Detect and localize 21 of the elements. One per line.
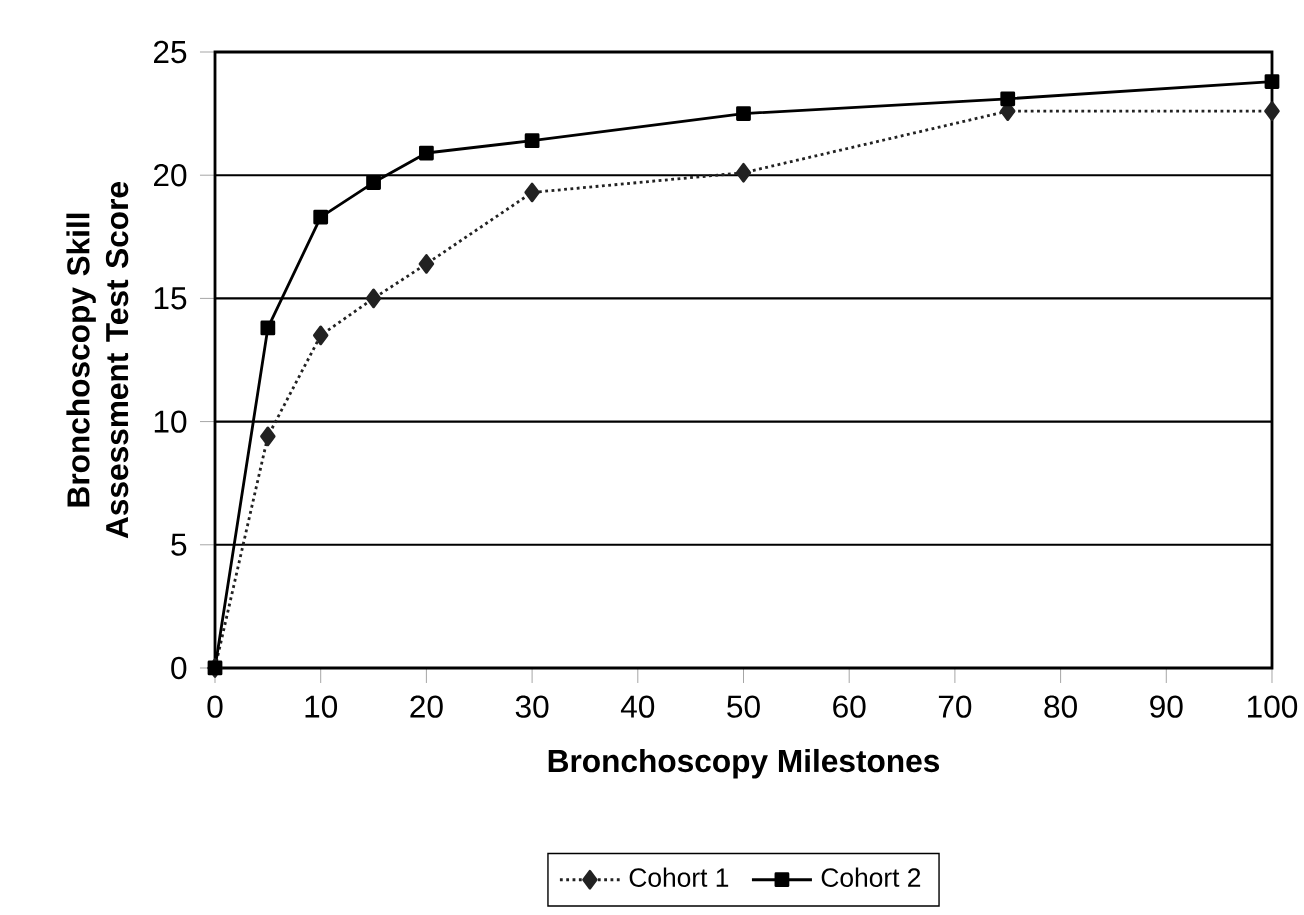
legend-label: Cohort 2: [821, 867, 921, 887]
legend-label: Cohort 1: [629, 867, 729, 887]
x-tick-label: 30: [515, 695, 549, 718]
x-tick-label: 0: [207, 695, 223, 718]
x-tick-label: 20: [410, 695, 443, 718]
y-tick-label: 25: [154, 40, 187, 64]
x-tick-label: 70: [938, 695, 972, 718]
y-tick-label: 15: [154, 287, 187, 310]
y-tick-label: 20: [154, 163, 187, 187]
x-tick-label: 90: [1150, 695, 1183, 718]
x-tick-label: 40: [620, 695, 655, 718]
y-tick-label: 10: [154, 410, 187, 433]
x-axis-title: Bronchoscopy Milestones: [548, 748, 940, 779]
y-tick-label: 5: [171, 533, 187, 556]
y-tick-label: 0: [171, 656, 187, 680]
y-axis-title: Bronchoscopy Skill Assessment Test Score: [66, 182, 129, 539]
x-tick-label: 80: [1044, 695, 1077, 718]
x-tick-label: 50: [727, 695, 760, 718]
x-tick-label: 60: [833, 695, 866, 718]
x-tick-label: 100: [1248, 695, 1298, 718]
x-tick-label: 10: [305, 695, 338, 718]
